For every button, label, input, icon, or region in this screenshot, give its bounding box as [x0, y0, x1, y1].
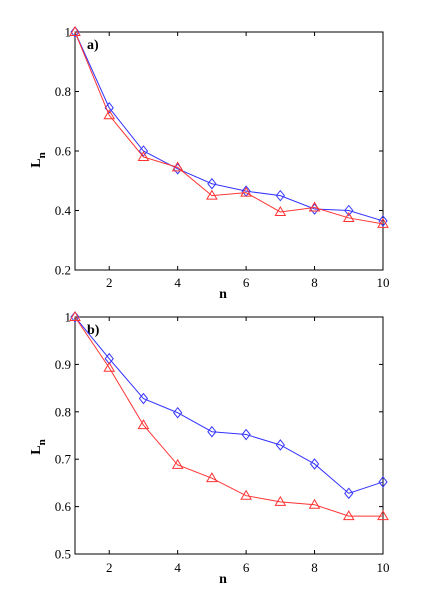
triangle-marker	[137, 150, 150, 161]
chart-panel-2: 2 4 6 8 10 0.5 0.6 0.7 0.8 0.9 1 n Ln b)	[29, 310, 390, 588]
triangle-marker	[171, 458, 184, 469]
y-tick-label: 1	[65, 25, 72, 40]
diamond-marker	[309, 458, 320, 470]
chart-panel-1: 2 4 6 8 10 0.2 0.4 0.6 0.8 1 n Ln a)	[29, 25, 390, 303]
triangle-marker	[342, 211, 355, 222]
x-tick-label: 8	[311, 275, 318, 290]
x-tick-label: 4	[174, 275, 181, 290]
panel-label: b)	[87, 323, 100, 338]
y-tick-label: 0.7	[55, 452, 72, 467]
series-line-2	[74, 31, 384, 225]
y-tick-label: 0.6	[55, 144, 72, 159]
triangle-marker	[171, 161, 184, 172]
y-axis-label: Ln	[29, 439, 48, 454]
y-tick-label: 1	[65, 310, 72, 325]
diamond-marker	[104, 352, 114, 365]
x-axis-label: n	[219, 287, 227, 302]
diamond-marker	[378, 215, 388, 227]
y-tick-label: 0.5	[55, 547, 71, 562]
y-tick-label: 0.9	[55, 357, 71, 372]
diamond-marker	[104, 102, 114, 114]
diamond-marker	[70, 26, 80, 38]
diamond-marker	[378, 476, 388, 488]
diamond-marker	[241, 428, 251, 441]
diamond-marker	[138, 392, 149, 405]
triangle-marker	[69, 26, 81, 36]
triangle-marker	[308, 498, 321, 509]
triangle-marker	[103, 109, 116, 120]
diamond-marker	[344, 487, 354, 500]
diamond-marker	[344, 204, 354, 217]
panel-label: a)	[87, 38, 99, 53]
diamond-marker	[173, 406, 183, 419]
triangle-marker	[206, 472, 218, 483]
series-line-2	[74, 316, 383, 517]
x-tick-label: 4	[174, 560, 181, 575]
y-tick-label: 0.4	[55, 203, 72, 218]
diamond-marker	[70, 311, 80, 323]
y-tick-label: 0.8	[55, 404, 71, 419]
diamond-marker	[138, 145, 149, 157]
plot-frame	[74, 31, 384, 271]
triangle-marker	[69, 311, 81, 321]
triangle-marker	[240, 186, 252, 197]
x-tick-label: 10	[377, 560, 390, 575]
triangle-marker	[240, 489, 252, 500]
triangle-marker	[377, 510, 389, 521]
triangle-marker	[274, 206, 287, 216]
x-tick-label: 2	[106, 275, 113, 290]
x-tick-label: 6	[243, 560, 250, 575]
y-tick-label: 0.8	[55, 84, 71, 99]
triangle-marker	[137, 419, 150, 430]
series-line-1	[74, 316, 384, 494]
x-tick-label: 6	[243, 275, 250, 290]
triangle-marker	[342, 510, 355, 521]
plot-frame	[74, 316, 384, 555]
y-tick-label: 0.6	[55, 499, 72, 514]
triangle-marker	[103, 361, 116, 372]
y-axis-label: Ln	[29, 152, 48, 167]
triangle-marker	[308, 201, 321, 212]
diamond-marker	[207, 177, 217, 190]
y-tick-label: 0.2	[55, 263, 71, 278]
triangle-marker	[377, 217, 389, 228]
diamond-marker	[275, 189, 285, 202]
triangle-marker	[274, 495, 287, 506]
diamond-marker	[207, 425, 217, 438]
series-line-1	[74, 31, 384, 222]
x-tick-label: 8	[311, 560, 318, 575]
x-tick-label: 10	[377, 275, 390, 290]
x-axis-label: n	[219, 572, 227, 587]
x-tick-label: 2	[106, 560, 113, 575]
triangle-marker	[206, 189, 218, 200]
diamond-marker	[275, 439, 285, 451]
